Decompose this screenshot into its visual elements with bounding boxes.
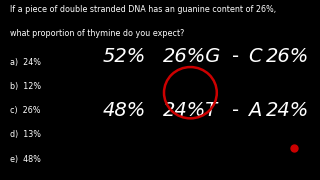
Text: what proportion of thymine do you expect?: what proportion of thymine do you expect… (10, 29, 184, 38)
Text: d)  13%: d) 13% (10, 130, 41, 140)
Text: 24%T: 24%T (163, 101, 218, 120)
Text: If a piece of double stranded DNA has an guanine content of 26%,: If a piece of double stranded DNA has an… (10, 5, 276, 14)
Text: c)  26%: c) 26% (10, 106, 40, 115)
Text: -: - (232, 101, 239, 120)
Text: e)  48%: e) 48% (10, 155, 40, 164)
Text: C: C (248, 47, 262, 66)
Text: a)  24%: a) 24% (10, 58, 41, 67)
Text: 24%: 24% (266, 101, 309, 120)
Text: 48%: 48% (102, 101, 146, 120)
Text: 26%: 26% (266, 47, 309, 66)
Text: b)  12%: b) 12% (10, 82, 41, 91)
Text: -: - (232, 47, 239, 66)
Text: 26%G: 26%G (163, 47, 221, 66)
Text: A: A (248, 101, 261, 120)
Text: 52%: 52% (102, 47, 146, 66)
